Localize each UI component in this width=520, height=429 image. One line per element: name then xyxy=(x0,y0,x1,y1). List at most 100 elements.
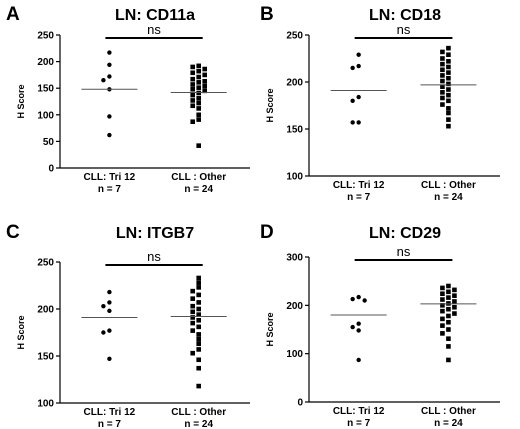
y-tick-label: 250 xyxy=(37,258,54,269)
data-point xyxy=(440,331,445,336)
panel-title: LN: CD11a xyxy=(115,7,195,24)
group-label: CLL: Tri 12 xyxy=(333,180,385,191)
data-point xyxy=(107,356,112,362)
data-point xyxy=(190,320,195,326)
panel-letter: C xyxy=(6,222,20,243)
y-axis-label: H Score xyxy=(16,84,26,118)
data-point xyxy=(440,297,445,302)
data-point xyxy=(440,291,445,297)
data-point xyxy=(107,50,112,55)
data-point xyxy=(196,332,201,337)
data-point xyxy=(446,313,451,319)
significance-label: ns xyxy=(397,22,411,37)
data-point xyxy=(190,315,195,320)
data-point xyxy=(196,300,201,305)
data-point xyxy=(190,103,195,109)
data-point xyxy=(190,98,195,103)
y-axis-label: H Score xyxy=(265,312,275,346)
group-n-label: n = 7 xyxy=(98,184,122,195)
data-point xyxy=(446,92,451,98)
group-label: CLL : Other xyxy=(421,406,476,417)
data-point xyxy=(107,300,112,305)
group-n-label: n = 24 xyxy=(434,192,463,203)
y-tick-label: 250 xyxy=(37,31,54,42)
y-tick-label: 200 xyxy=(286,78,303,89)
panel-title: LN: ITGB7 xyxy=(116,225,194,242)
data-point xyxy=(107,62,112,67)
panel-title: LN: CD18 xyxy=(369,7,441,24)
data-point xyxy=(440,67,445,73)
group-n-label: n = 7 xyxy=(347,418,371,429)
data-point xyxy=(196,312,201,317)
data-point xyxy=(446,283,451,289)
y-tick-label: 100 xyxy=(286,349,303,360)
panel-a: A LN: CD11a 0 50 100 150 200 250 H Score ns CLL: T… xyxy=(6,4,250,195)
data-point xyxy=(190,82,195,87)
data-point xyxy=(446,87,451,92)
data-point xyxy=(196,63,201,69)
y-tick-label: 200 xyxy=(37,305,54,316)
panel-letter: B xyxy=(260,4,274,25)
data-point xyxy=(446,357,451,363)
group-label: CLL : Other xyxy=(421,180,476,191)
data-point xyxy=(196,96,201,101)
y-tick-label: 150 xyxy=(37,352,54,363)
data-point xyxy=(202,78,207,84)
data-point xyxy=(196,292,201,298)
data-point xyxy=(440,84,445,89)
group-label: CLL : Other xyxy=(171,407,226,418)
group-n-label: n = 24 xyxy=(184,419,213,429)
data-point xyxy=(107,132,112,138)
data-point xyxy=(446,295,451,300)
data-point xyxy=(196,74,201,80)
group-label: CLL: Tri 12 xyxy=(84,172,136,183)
data-point xyxy=(196,324,201,330)
y-tick-label: 50 xyxy=(43,137,55,148)
data-point xyxy=(196,365,201,371)
data-point xyxy=(350,296,355,302)
data-point xyxy=(196,143,201,148)
data-point xyxy=(196,90,201,96)
data-point xyxy=(446,106,451,111)
data-point xyxy=(196,68,201,74)
data-point xyxy=(446,344,451,349)
panel-title: LN: CD29 xyxy=(369,225,441,242)
data-point xyxy=(446,117,451,122)
data-point xyxy=(196,317,201,323)
y-tick-label: 150 xyxy=(37,84,54,95)
data-point xyxy=(202,66,207,72)
data-point xyxy=(196,85,201,90)
data-point xyxy=(190,92,195,98)
group-n-label: n = 7 xyxy=(347,192,371,203)
y-tick-label: 100 xyxy=(286,172,303,183)
data-point xyxy=(196,357,201,363)
data-point xyxy=(356,63,361,69)
data-point xyxy=(446,327,451,332)
data-point xyxy=(452,311,457,316)
data-point xyxy=(101,330,106,335)
group-label: CLL : Other xyxy=(171,172,226,183)
panel-letter: A xyxy=(6,4,20,25)
data-point xyxy=(190,64,195,70)
panel-c: C LN: ITGB7 100 150 200 250 H Score ns CLL: Tri … xyxy=(6,222,250,429)
data-point xyxy=(196,347,201,352)
data-point xyxy=(440,285,445,291)
group-label: CLL: Tri 12 xyxy=(333,406,385,417)
data-point xyxy=(196,341,201,347)
data-point xyxy=(452,293,457,298)
data-point xyxy=(440,73,445,78)
data-point xyxy=(350,98,355,104)
group-n-label: n = 24 xyxy=(184,184,213,195)
y-tick-label: 250 xyxy=(286,31,303,42)
y-tick-label: 100 xyxy=(37,399,54,410)
data-point xyxy=(440,316,445,322)
group-n-label: n = 24 xyxy=(434,418,463,429)
data-point xyxy=(196,280,201,285)
panel-letter: D xyxy=(260,222,274,243)
data-point xyxy=(440,323,445,328)
data-point xyxy=(101,303,106,309)
data-point xyxy=(446,75,451,81)
data-point xyxy=(446,306,451,312)
y-tick-label: 300 xyxy=(286,253,303,264)
